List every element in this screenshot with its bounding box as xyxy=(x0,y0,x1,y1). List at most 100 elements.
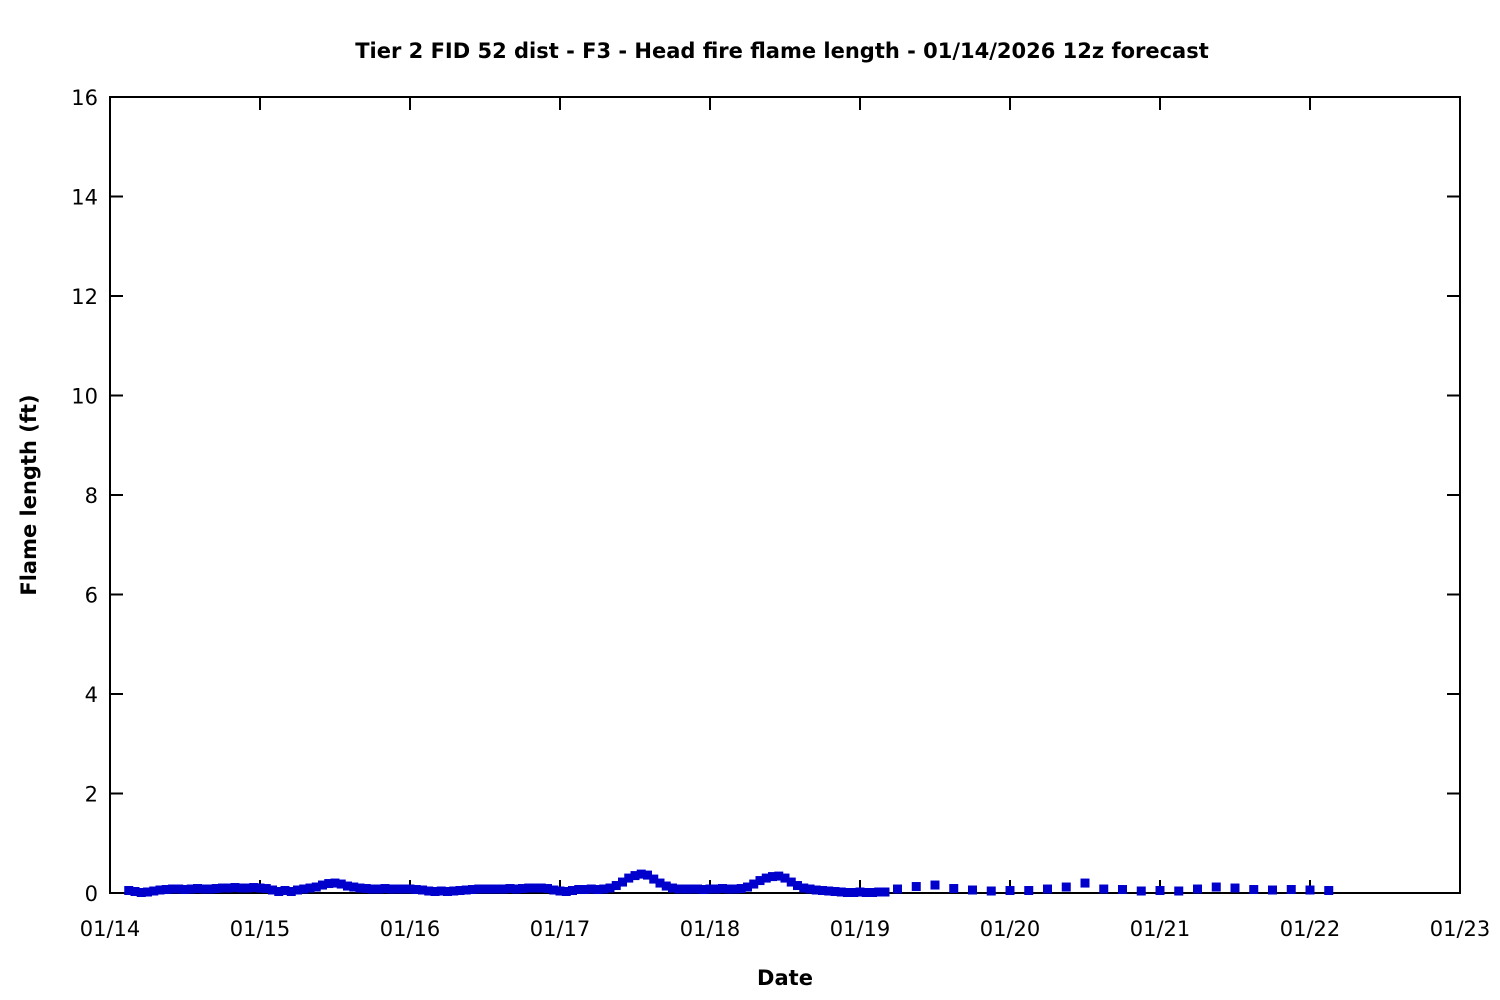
data-point xyxy=(161,885,171,895)
x-axis-tick-labels: 01/14 01/15 01/16 01/17 01/18 01/19 01/20 01/21… xyxy=(80,917,1491,941)
data-point xyxy=(824,886,834,896)
data-point xyxy=(1249,885,1259,895)
data-point xyxy=(624,873,634,883)
data-point xyxy=(530,883,540,893)
data-point xyxy=(499,884,509,894)
data-point xyxy=(836,887,846,897)
data-point xyxy=(243,883,252,893)
x-tick-label: 01/14 xyxy=(80,917,141,941)
data-point xyxy=(668,883,677,893)
data-point xyxy=(1118,885,1127,895)
x-tick-label: 01/23 xyxy=(1430,917,1491,941)
data-point xyxy=(361,884,371,894)
x-tick-label: 01/15 xyxy=(230,917,291,941)
x-tick-label: 01/19 xyxy=(830,917,891,941)
data-point xyxy=(299,884,309,894)
data-point xyxy=(799,883,809,893)
data-point xyxy=(630,871,640,881)
data-point xyxy=(505,884,515,894)
plot-border xyxy=(109,96,1461,894)
data-point xyxy=(268,885,277,895)
data-point xyxy=(1286,885,1296,895)
data-point xyxy=(274,887,284,897)
data-point xyxy=(430,887,440,897)
data-point xyxy=(1268,885,1277,895)
data-point xyxy=(1305,885,1315,895)
data-point xyxy=(605,883,615,893)
data-point xyxy=(755,876,765,886)
axis-ticks xyxy=(109,96,1461,894)
data-point xyxy=(1155,886,1165,896)
data-point xyxy=(849,888,859,898)
data-point xyxy=(749,879,759,889)
data-point xyxy=(168,884,177,894)
y-axis-tick-labels: 0 2 4 6 8 10 12 14 16 xyxy=(71,86,98,906)
data-point xyxy=(711,884,721,894)
data-point xyxy=(680,884,690,894)
data-point xyxy=(586,884,596,894)
data-point xyxy=(1193,884,1202,894)
flame-length-hourly xyxy=(124,869,890,898)
data-point xyxy=(136,888,146,898)
data-point xyxy=(674,884,684,894)
data-point xyxy=(686,884,696,894)
data-point xyxy=(224,883,234,893)
data-point xyxy=(149,886,159,896)
data-point xyxy=(318,880,327,890)
y-tick-label: 0 xyxy=(85,882,98,906)
y-tick-label: 10 xyxy=(71,385,98,409)
data-point xyxy=(355,883,365,893)
y-tick-label: 4 xyxy=(85,683,98,707)
data-point xyxy=(774,871,784,881)
data-point xyxy=(286,887,296,897)
data-point xyxy=(880,887,890,897)
data-point xyxy=(455,886,465,896)
data-point xyxy=(930,880,940,890)
data-point xyxy=(574,885,584,895)
data-point xyxy=(393,884,402,894)
data-point xyxy=(649,874,659,884)
y-tick-label: 12 xyxy=(71,285,98,309)
data-point xyxy=(661,881,671,891)
data-point xyxy=(218,883,227,893)
data-point xyxy=(124,886,134,896)
data-point xyxy=(1099,884,1109,894)
data-point xyxy=(143,887,152,897)
data-point xyxy=(293,885,302,895)
data-point xyxy=(611,881,621,891)
data-point xyxy=(543,884,552,894)
y-tick-label: 2 xyxy=(85,783,98,807)
data-point xyxy=(793,881,802,891)
data-point xyxy=(761,873,771,883)
data-point xyxy=(211,884,221,894)
data-point xyxy=(811,885,821,895)
y-axis-title: Flame length (ft) xyxy=(17,394,41,595)
x-tick-label: 01/21 xyxy=(1130,917,1191,941)
data-point xyxy=(486,884,496,894)
data-point xyxy=(130,887,140,897)
data-point xyxy=(405,884,415,894)
x-tick-label: 01/17 xyxy=(530,917,591,941)
data-point xyxy=(186,884,196,894)
x-tick-label: 01/20 xyxy=(980,917,1041,941)
data-point xyxy=(786,877,796,887)
x-tick-label: 01/18 xyxy=(680,917,741,941)
data-point xyxy=(230,883,240,893)
data-point xyxy=(718,884,727,894)
data-point xyxy=(518,884,527,894)
data-point xyxy=(1005,886,1015,896)
data-point xyxy=(180,885,190,895)
data-point xyxy=(155,885,165,895)
data-point xyxy=(1061,882,1071,892)
data-point xyxy=(1324,886,1334,896)
data-point xyxy=(261,884,271,894)
data-point xyxy=(418,885,427,895)
data-point xyxy=(855,887,865,897)
flame-length-3-hourly xyxy=(893,878,1334,896)
data-point xyxy=(236,883,246,893)
data-point xyxy=(1136,886,1146,896)
data-point xyxy=(330,878,340,888)
data-point xyxy=(968,885,977,895)
data-point xyxy=(780,873,790,883)
